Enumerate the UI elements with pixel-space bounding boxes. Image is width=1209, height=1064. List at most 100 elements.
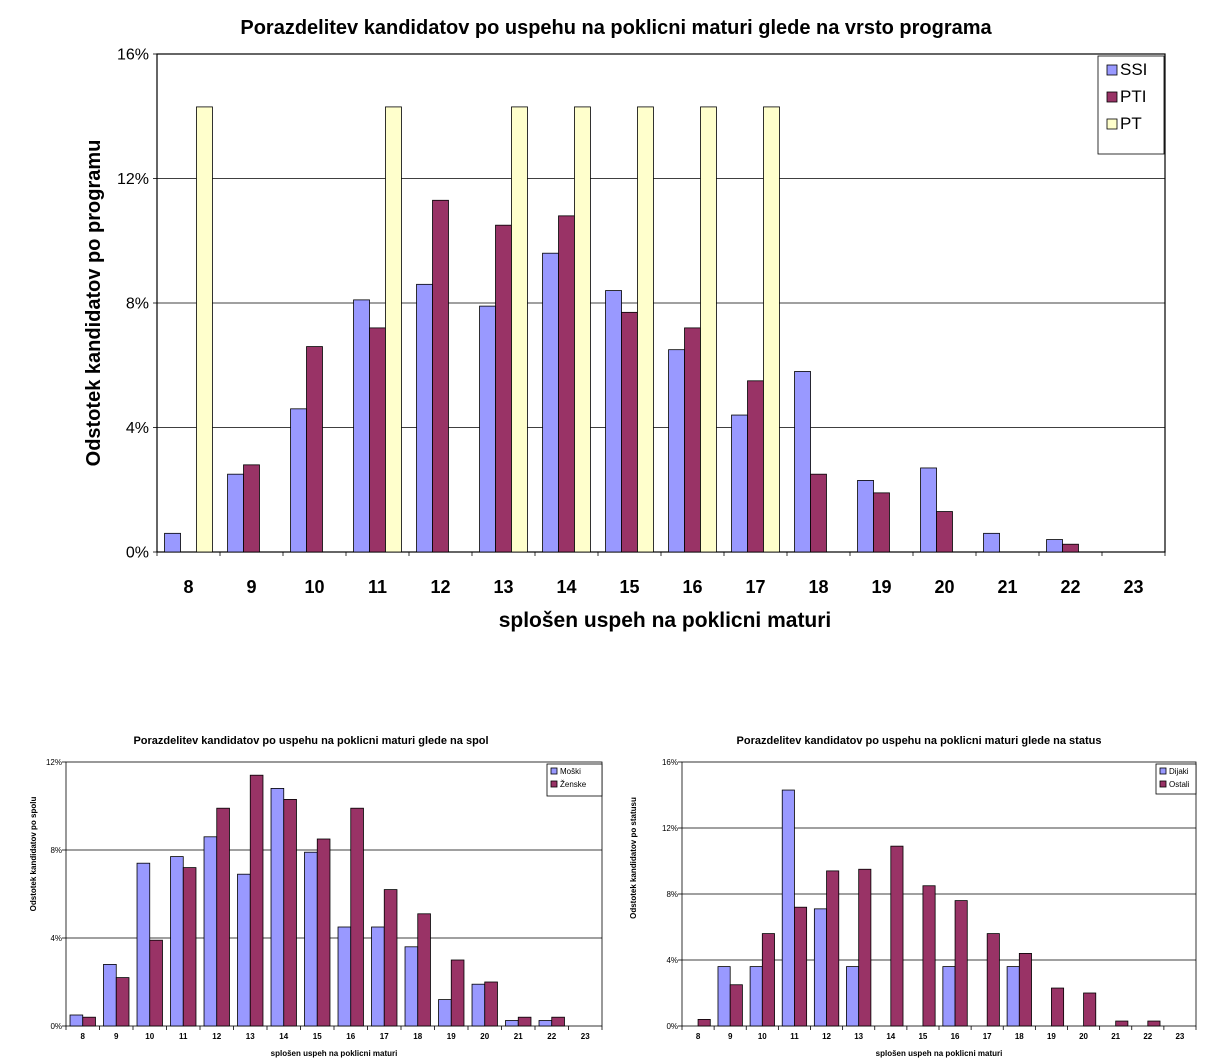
x-tick-label: 22 (1143, 1032, 1152, 1041)
x-tick-label: 17 (380, 1032, 389, 1041)
x-tick-label: 18 (808, 577, 828, 597)
chart-program: Porazdelitev kandidatov po uspehu na pok… (83, 17, 1166, 632)
bar-ženske (216, 807, 230, 1027)
bar-ženske (517, 1016, 532, 1027)
bar-moški (237, 873, 251, 1027)
bar-ssi (857, 480, 874, 553)
x-tick-label: 13 (854, 1032, 863, 1041)
legend-label: Dijaki (1169, 767, 1189, 776)
chart-title: Porazdelitev kandidatov po uspehu na pok… (737, 735, 1102, 747)
bar-ženske (149, 939, 163, 1027)
x-tick-label: 21 (514, 1032, 523, 1041)
legend-swatch (1159, 780, 1167, 788)
x-tick-label: 22 (547, 1032, 556, 1041)
y-tick-label: 4% (50, 934, 62, 943)
y-tick-label: 8% (126, 296, 149, 313)
bar-dijaki (717, 966, 731, 1027)
y-tick-label: 12% (46, 758, 62, 767)
bar-ssi (605, 290, 622, 553)
bar-ženske (484, 981, 498, 1027)
y-axis-label: Odstotek kandidatov po statusu (629, 797, 638, 919)
bar-ženske (182, 867, 197, 1027)
bar-moški (203, 836, 218, 1027)
x-tick-label: 21 (997, 577, 1017, 597)
x-tick-label: 21 (1111, 1032, 1120, 1041)
bar-moški (505, 1020, 519, 1027)
x-axis-label: splošen uspeh na poklicni maturi (876, 1049, 1003, 1058)
legend-swatch (1106, 91, 1118, 103)
bar-ssi (353, 299, 370, 553)
x-tick-label: 19 (1047, 1032, 1056, 1041)
bar-pt (637, 106, 654, 553)
legend-swatch (550, 767, 558, 775)
x-tick-label: 14 (279, 1032, 288, 1041)
bar-pt (763, 106, 780, 553)
x-tick-label: 17 (745, 577, 765, 597)
bar-pti (621, 311, 638, 553)
y-tick-label: 16% (662, 758, 678, 767)
bar-pti (558, 215, 575, 553)
legend-label: SSI (1120, 60, 1147, 79)
bar-ssi (164, 532, 181, 553)
bar-pti (369, 327, 386, 553)
x-axis-label: splošen uspeh na poklicni maturi (499, 609, 832, 632)
bar-ssi (416, 283, 433, 553)
y-tick-label: 16% (117, 47, 149, 64)
x-tick-label: 11 (179, 1032, 188, 1041)
x-tick-label: 9 (114, 1032, 119, 1041)
bar-moški (404, 946, 419, 1027)
bar-ssi (1046, 539, 1063, 553)
bar-pti (747, 380, 764, 553)
legend-label: PT (1120, 114, 1142, 133)
x-tick-label: 13 (493, 577, 513, 597)
bar-moški (337, 926, 352, 1027)
bar-ostali (761, 933, 775, 1027)
y-tick-label: 0% (126, 545, 149, 562)
x-tick-label: 23 (1123, 577, 1143, 597)
bar-pti (1062, 543, 1079, 553)
bar-ssi (983, 532, 1000, 553)
x-tick-label: 8 (183, 577, 193, 597)
bar-moški (270, 788, 285, 1027)
bar-ostali (922, 885, 936, 1027)
bar-ssi (542, 252, 559, 553)
bar-dijaki (846, 966, 860, 1027)
bar-ženske (249, 774, 264, 1027)
x-tick-label: 16 (346, 1032, 355, 1041)
bar-pti (306, 346, 323, 553)
legend-swatch (1159, 767, 1167, 775)
x-tick-label: 9 (728, 1032, 733, 1041)
bar-ssi (479, 305, 496, 553)
bar-ženske (551, 1016, 565, 1027)
bar-ssi (668, 349, 685, 553)
x-tick-label: 8 (81, 1032, 86, 1041)
x-tick-label: 9 (246, 577, 256, 597)
bar-ostali (1083, 992, 1097, 1027)
x-tick-label: 18 (413, 1032, 422, 1041)
bar-ostali (986, 933, 1000, 1027)
y-tick-label: 0% (50, 1022, 62, 1031)
x-tick-label: 12 (212, 1032, 221, 1041)
bar-moški (170, 856, 184, 1027)
x-tick-label: 20 (480, 1032, 489, 1041)
x-tick-label: 23 (1175, 1032, 1184, 1041)
x-tick-label: 10 (145, 1032, 154, 1041)
bar-pti (432, 199, 449, 553)
bar-ostali (890, 845, 904, 1027)
x-tick-label: 15 (918, 1032, 927, 1041)
x-axis-label: splošen uspeh na poklicni maturi (271, 1049, 398, 1058)
bar-ostali (858, 868, 872, 1027)
bar-moški (69, 1014, 84, 1027)
legend-swatch (1106, 64, 1118, 76)
chart-gender: Porazdelitev kandidatov po uspehu na pok… (29, 735, 603, 1058)
x-tick-label: 16 (682, 577, 702, 597)
bar-ostali (1147, 1020, 1161, 1027)
bar-dijaki (813, 908, 827, 1027)
x-tick-label: 15 (619, 577, 639, 597)
x-tick-label: 12 (822, 1032, 831, 1041)
legend-label: Ženske (560, 780, 587, 789)
bar-ssi (227, 473, 244, 553)
bar-ssi (290, 408, 307, 553)
x-tick-label: 14 (886, 1032, 895, 1041)
bar-ženske (115, 977, 130, 1027)
